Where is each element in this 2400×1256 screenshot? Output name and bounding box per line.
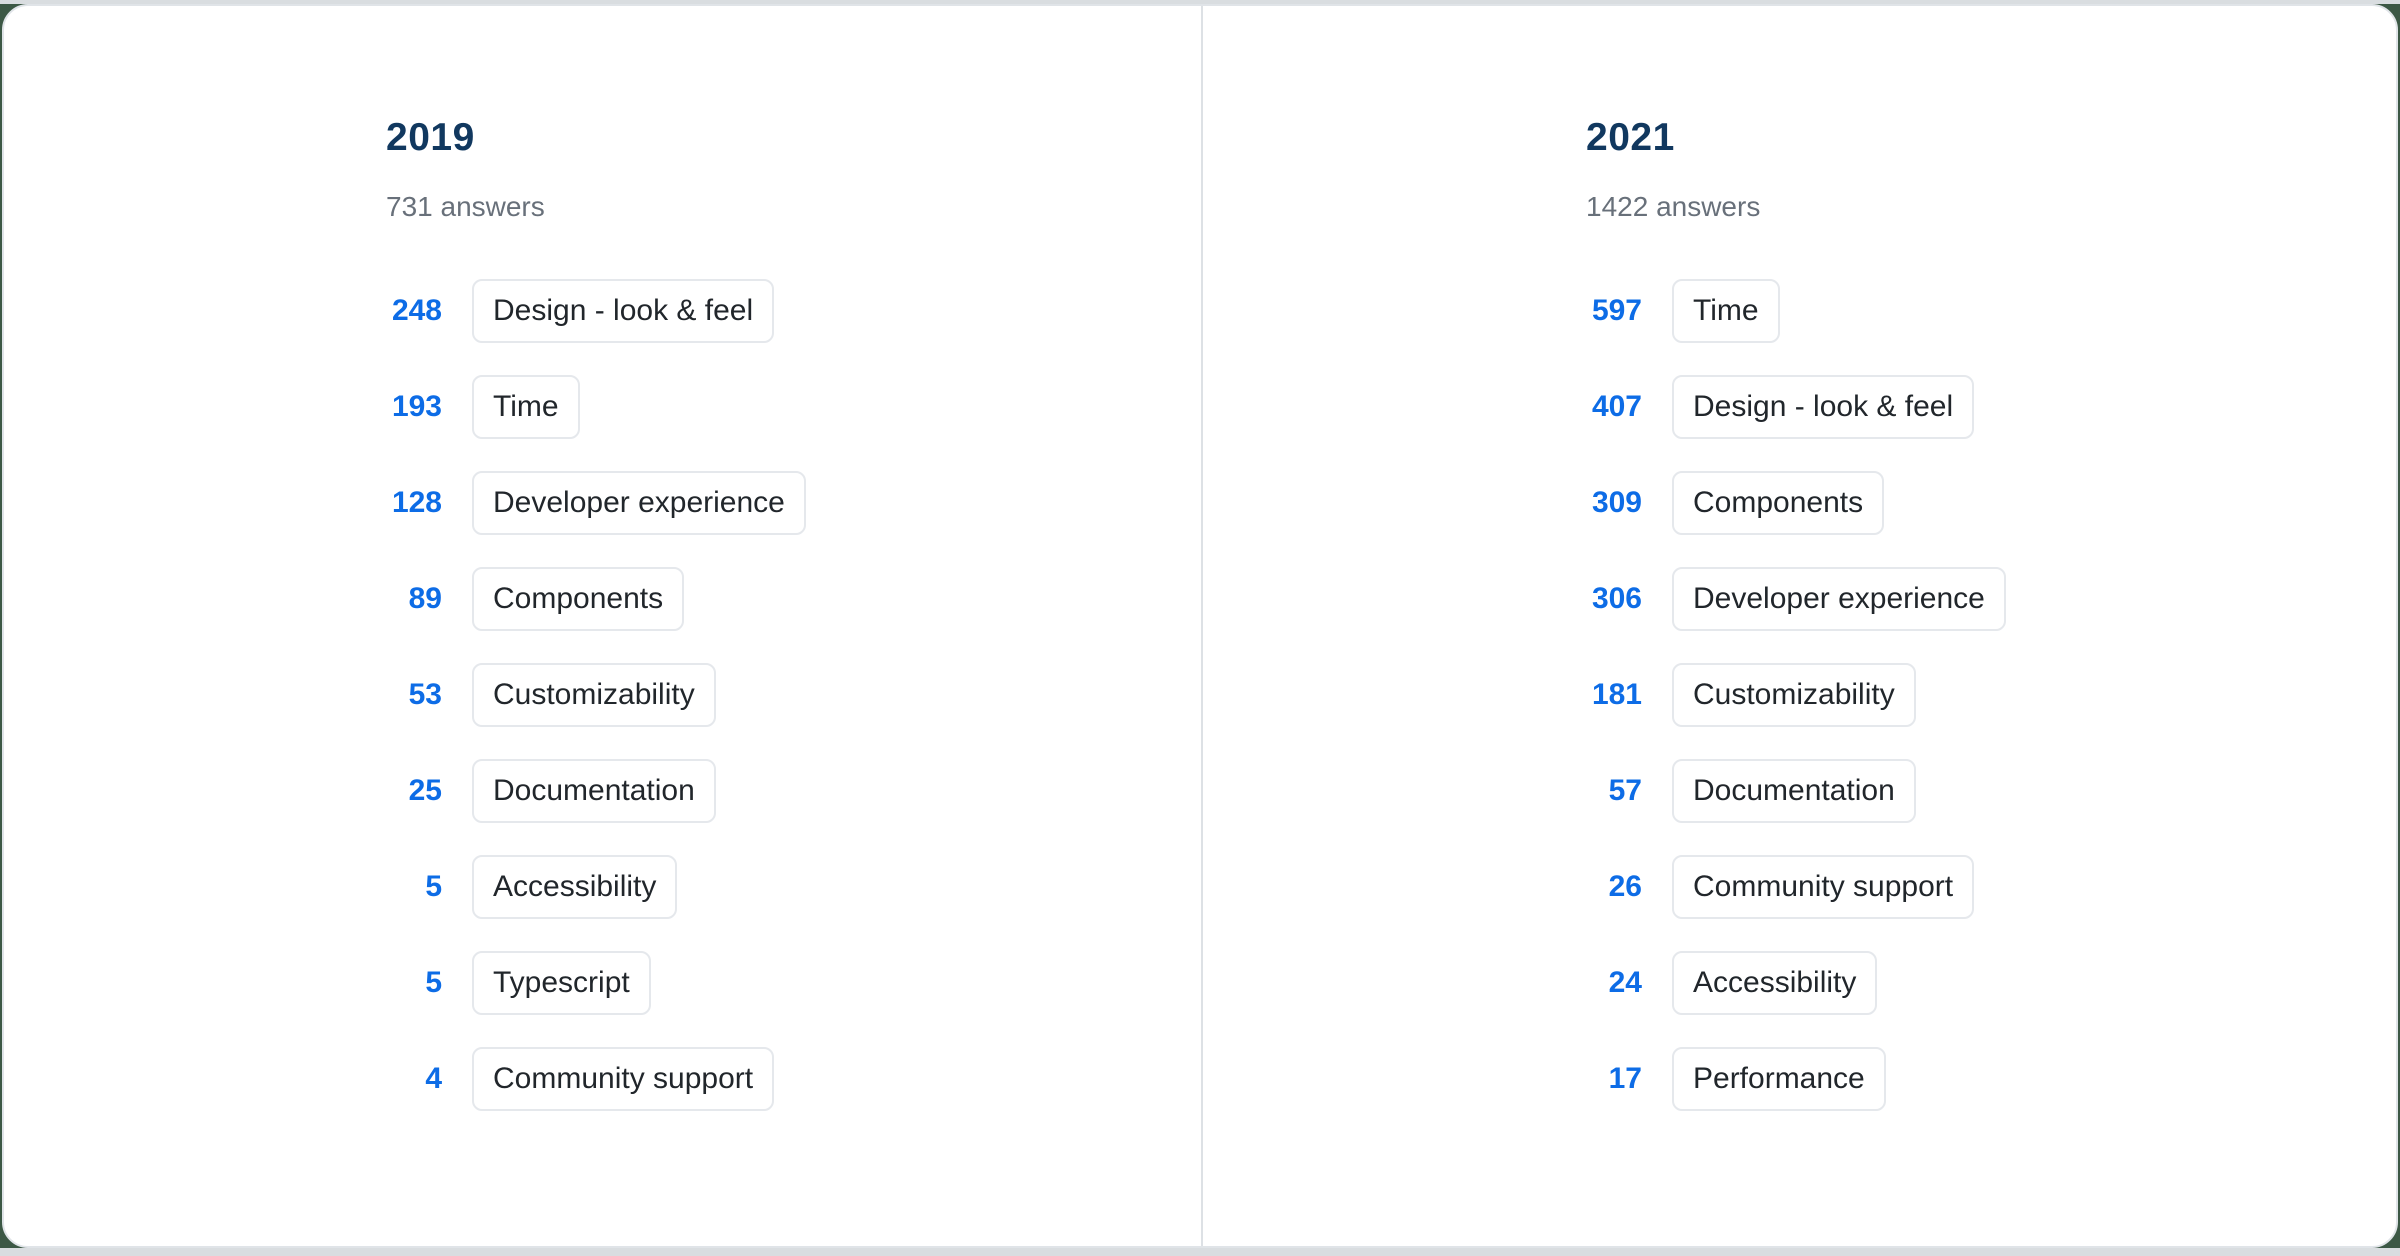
answer-chip-label: Components bbox=[493, 582, 664, 615]
answer-chip: Time bbox=[472, 375, 580, 439]
answer-chip: Community support bbox=[1672, 855, 1975, 919]
answer-row: 17 Performance bbox=[1586, 1047, 2346, 1111]
answer-count: 26 bbox=[1608, 870, 1642, 903]
answer-count: 181 bbox=[1591, 678, 1642, 711]
answer-count: 248 bbox=[391, 294, 442, 327]
answer-chip-label: Performance bbox=[1693, 1062, 1865, 1095]
answer-chip: Accessibility bbox=[1672, 951, 1878, 1015]
answer-row: 5 Typescript bbox=[386, 951, 1146, 1015]
answer-list: 248 Design - look & feel 193 Time 128 De… bbox=[386, 279, 1146, 1111]
answer-count: 193 bbox=[391, 390, 442, 423]
answer-row: 248 Design - look & feel bbox=[386, 279, 1146, 343]
answer-chip-label: Time bbox=[1693, 294, 1759, 327]
answer-count: 306 bbox=[1591, 582, 1642, 615]
answer-row: 193 Time bbox=[386, 375, 1146, 439]
answer-chip: Community support bbox=[472, 1047, 775, 1111]
answer-chip: Documentation bbox=[1672, 759, 1916, 823]
answer-count: 4 bbox=[425, 1062, 442, 1095]
column-2019: 2019 731 answers 248 Design - look & fee… bbox=[386, 4, 1146, 1143]
answer-chip-label: Design - look & feel bbox=[493, 294, 754, 327]
answer-row: 306 Developer experience bbox=[1586, 567, 2346, 631]
answer-count: 5 bbox=[425, 966, 442, 999]
answer-count: 24 bbox=[1608, 966, 1642, 999]
answer-chip: Developer experience bbox=[472, 471, 806, 535]
answer-row: 89 Components bbox=[386, 567, 1146, 631]
answer-chip: Time bbox=[1672, 279, 1780, 343]
answer-chip-label: Customizability bbox=[493, 678, 695, 711]
column-2021: 2021 1422 answers 597 Time 407 Design - … bbox=[1586, 4, 2346, 1143]
answer-count: 89 bbox=[408, 582, 442, 615]
answer-count: 407 bbox=[1591, 390, 1642, 423]
answer-row: 309 Components bbox=[1586, 471, 2346, 535]
answer-chip: Documentation bbox=[472, 759, 716, 823]
answer-count: 25 bbox=[408, 774, 442, 807]
answer-row: 53 Customizability bbox=[386, 663, 1146, 727]
answer-count: 53 bbox=[408, 678, 442, 711]
answer-chip: Performance bbox=[1672, 1047, 1886, 1111]
answer-count: 17 bbox=[1608, 1062, 1642, 1095]
column-divider bbox=[1201, 6, 1203, 1246]
answer-row: 4 Community support bbox=[386, 1047, 1146, 1111]
answer-count: 309 bbox=[1591, 486, 1642, 519]
answer-chip-label: Developer experience bbox=[1693, 582, 1985, 615]
answer-count: 57 bbox=[1608, 774, 1642, 807]
answer-list: 597 Time 407 Design - look & feel 309 Co… bbox=[1586, 279, 2346, 1111]
answer-row: 57 Documentation bbox=[1586, 759, 2346, 823]
answer-row: 128 Developer experience bbox=[386, 471, 1146, 535]
answer-chip-label: Accessibility bbox=[493, 870, 657, 903]
answer-row: 407 Design - look & feel bbox=[1586, 375, 2346, 439]
answer-chip-label: Typescript bbox=[493, 966, 630, 999]
year-heading: 2019 bbox=[386, 116, 475, 159]
answer-chip-label: Time bbox=[493, 390, 559, 423]
answer-count: 128 bbox=[391, 486, 442, 519]
answers-count: 731 answers bbox=[386, 191, 545, 222]
answer-row: 181 Customizability bbox=[1586, 663, 2346, 727]
answer-chip: Design - look & feel bbox=[1672, 375, 1975, 439]
answer-chip: Components bbox=[1672, 471, 1885, 535]
answer-chip-label: Design - look & feel bbox=[1693, 390, 1954, 423]
answer-chip-label: Documentation bbox=[1693, 774, 1895, 807]
answer-chip-label: Developer experience bbox=[493, 486, 785, 519]
answers-count: 1422 answers bbox=[1586, 191, 1761, 222]
answer-chip-label: Components bbox=[1693, 486, 1864, 519]
answer-chip: Developer experience bbox=[1672, 567, 2006, 631]
answer-chip-label: Community support bbox=[493, 1062, 754, 1095]
answer-chip-label: Accessibility bbox=[1693, 966, 1857, 999]
answer-chip-label: Community support bbox=[1693, 870, 1954, 903]
answer-row: 24 Accessibility bbox=[1586, 951, 2346, 1015]
answer-chip: Components bbox=[472, 567, 685, 631]
answer-chip-label: Documentation bbox=[493, 774, 695, 807]
answer-row: 26 Community support bbox=[1586, 855, 2346, 919]
answer-count: 5 bbox=[425, 870, 442, 903]
answer-chip: Customizability bbox=[472, 663, 716, 727]
answer-chip: Design - look & feel bbox=[472, 279, 775, 343]
answer-chip: Accessibility bbox=[472, 855, 678, 919]
answer-row: 5 Accessibility bbox=[386, 855, 1146, 919]
answer-chip: Customizability bbox=[1672, 663, 1916, 727]
year-heading: 2021 bbox=[1586, 116, 1675, 159]
answer-chip: Typescript bbox=[472, 951, 651, 1015]
answer-chip-label: Customizability bbox=[1693, 678, 1895, 711]
answer-count: 597 bbox=[1591, 294, 1642, 327]
answer-row: 597 Time bbox=[1586, 279, 2346, 343]
answer-row: 25 Documentation bbox=[386, 759, 1146, 823]
